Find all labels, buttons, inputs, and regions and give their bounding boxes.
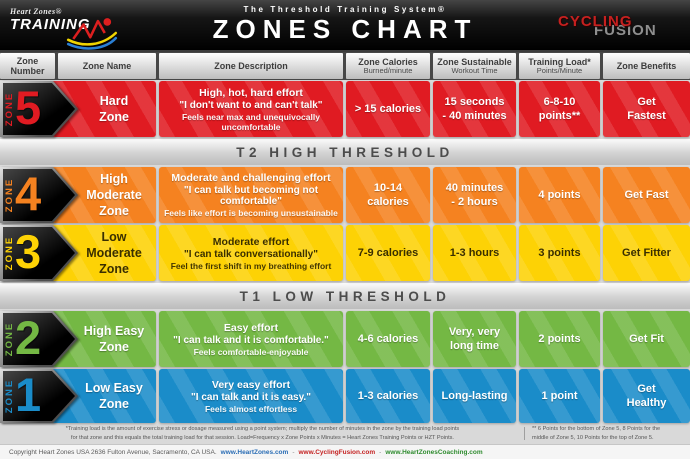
zone-3-calories-cell: 7-9 calories	[346, 225, 430, 281]
zone-1-benefit-cell: Get Healthy	[603, 369, 690, 423]
zone-4-name: High Moderate Zone	[86, 171, 142, 219]
chart-title: ZONES CHART	[212, 14, 478, 44]
t2-high-threshold-divider: T2 HIGH THRESHOLD	[0, 139, 690, 165]
zone-4-calories-cell: 10-14 calories	[346, 167, 430, 223]
zone-3-description-cell: Moderate effort "I can talk conversation…	[159, 225, 343, 281]
zone-2-name: High Easy Zone	[83, 323, 145, 354]
column-header-row: Zone Number Zone Name Zone Description Z…	[0, 52, 690, 80]
zone-1-name-cell: ZONE 1 Low Easy Zone	[0, 369, 156, 423]
column-zone-number: Zone Number	[0, 53, 55, 79]
zone-3-row: ZONE 3 Low Moderate Zone Moderate effort…	[0, 225, 690, 281]
t1-low-threshold-divider: T1 LOW THRESHOLD	[0, 283, 690, 309]
zone-5-calories-cell: > 15 calories	[346, 81, 430, 137]
footnotes-section: *Training load is the amount of exercise…	[0, 423, 690, 444]
zone-5-number: 5	[15, 81, 42, 135]
zone-2-benefit-cell: Get Fit	[603, 311, 690, 367]
points-footnote: ** 6 Points for the bottom of Zone 5, 8 …	[532, 425, 661, 441]
training-load-footnote: *Training load is the amount of exercise…	[65, 425, 460, 441]
zone-2-time-cell: Very, very long time	[433, 311, 516, 367]
column-workout-time: Zone Sustainable Workout Time	[433, 53, 516, 79]
cyclingfusion-link[interactable]: www.CyclingFusion.com	[298, 448, 376, 456]
column-zone-description: Zone Description	[159, 53, 343, 79]
zone-5-name-cell: ZONE 5 Hard Zone	[0, 81, 156, 137]
training-logo-text: TRAINING	[10, 16, 91, 33]
zone-2-number: 2	[15, 311, 42, 365]
zone-2-name-cell: ZONE 2 High Easy Zone	[0, 311, 156, 367]
zone-1-number-badge: ZONE 1	[0, 369, 78, 423]
cycling-logo-text: CYCLING	[558, 13, 633, 30]
zone-5-description-cell: High, hot, hard effort "I don't want to …	[159, 81, 343, 137]
zone-4-number: 4	[15, 167, 42, 221]
zone-3-time-cell: 1-3 hours	[433, 225, 516, 281]
zone-1-row: ZONE 1 Low Easy Zone Very easy effort "I…	[0, 369, 690, 423]
zone-4-load-cell: 4 points	[519, 167, 600, 223]
zone-4-name-cell: ZONE 4 High Moderate Zone	[0, 167, 156, 223]
zone-2-calories-cell: 4-6 calories	[346, 311, 430, 367]
column-zone-benefits: Zone Benefits	[603, 53, 690, 79]
heart-zones-logo-text: Heart Zones®	[10, 7, 62, 16]
zone-5-number-badge: ZONE 5	[0, 81, 78, 137]
zone-2-row: ZONE 2 High Easy Zone Easy effort "I can…	[0, 311, 690, 367]
heartzonescoaching-link[interactable]: www.HeartZonesCoaching.com	[385, 448, 483, 456]
column-zone-name: Zone Name	[58, 53, 156, 79]
heartzones-link[interactable]: www.HeartZones.com	[220, 448, 289, 456]
zone-5-row: ZONE 5 Hard Zone High, hot, hard effort …	[0, 81, 690, 137]
zone-1-load-cell: 1 point	[519, 369, 600, 423]
chart-title-block: The Threshold Training System® ZONES CHA…	[175, 5, 515, 45]
cycling-fusion-logo: CYCLING FUSION	[556, 9, 676, 43]
zone-2-number-badge: ZONE 2	[0, 311, 78, 367]
copyright-text: Copyright Heart Zones USA 2636 Fulton Av…	[9, 448, 217, 456]
zone-3-benefit-cell: Get Fitter	[603, 225, 690, 281]
zone-5-time-cell: 15 seconds - 40 minutes	[433, 81, 516, 137]
column-zone-calories: Zone Calories Burned/minute	[346, 53, 430, 79]
zone-2-load-cell: 2 points	[519, 311, 600, 367]
zone-5-benefit-cell: Get Fastest	[603, 81, 690, 137]
zone-4-row: ZONE 4 High Moderate Zone Moderate and c…	[0, 167, 690, 223]
zone-3-name: Low Moderate Zone	[86, 229, 142, 277]
zone-1-calories-cell: 1-3 calories	[346, 369, 430, 423]
copyright-bar: Copyright Heart Zones USA 2636 Fulton Av…	[0, 444, 690, 459]
zone-4-benefit-cell: Get Fast	[603, 167, 690, 223]
chart-subtitle: The Threshold Training System®	[243, 5, 447, 14]
zone-1-time-cell: Long-lasting	[433, 369, 516, 423]
zone-4-number-badge: ZONE 4	[0, 167, 78, 223]
heart-zones-logo: Heart Zones® TRAINING	[10, 7, 120, 50]
zone-1-number: 1	[15, 368, 42, 422]
zone-1-description-cell: Very easy effort "I can talk and it is e…	[159, 369, 343, 423]
footnote-divider	[524, 427, 525, 440]
top-header-bar: Heart Zones® TRAINING The Threshold Trai…	[0, 0, 690, 52]
zone-5-load-cell: 6-8-10 points**	[519, 81, 600, 137]
zone-1-name: Low Easy Zone	[85, 380, 143, 411]
fusion-logo-text: FUSION	[594, 22, 657, 39]
zone-3-number: 3	[15, 225, 42, 279]
zone-3-number-badge: ZONE 3	[0, 225, 78, 281]
zone-4-time-cell: 40 minutes - 2 hours	[433, 167, 516, 223]
zone-4-description-cell: Moderate and challenging effort "I can t…	[159, 167, 343, 223]
zone-3-load-cell: 3 points	[519, 225, 600, 281]
heartbeat-swoosh-icon	[66, 18, 118, 50]
zone-2-description-cell: Easy effort "I can talk and it is comfor…	[159, 311, 343, 367]
zone-3-name-cell: ZONE 3 Low Moderate Zone	[0, 225, 156, 281]
column-training-load: Training Load* Points/Minute	[519, 53, 600, 79]
zone-5-name: Hard Zone	[99, 93, 129, 124]
